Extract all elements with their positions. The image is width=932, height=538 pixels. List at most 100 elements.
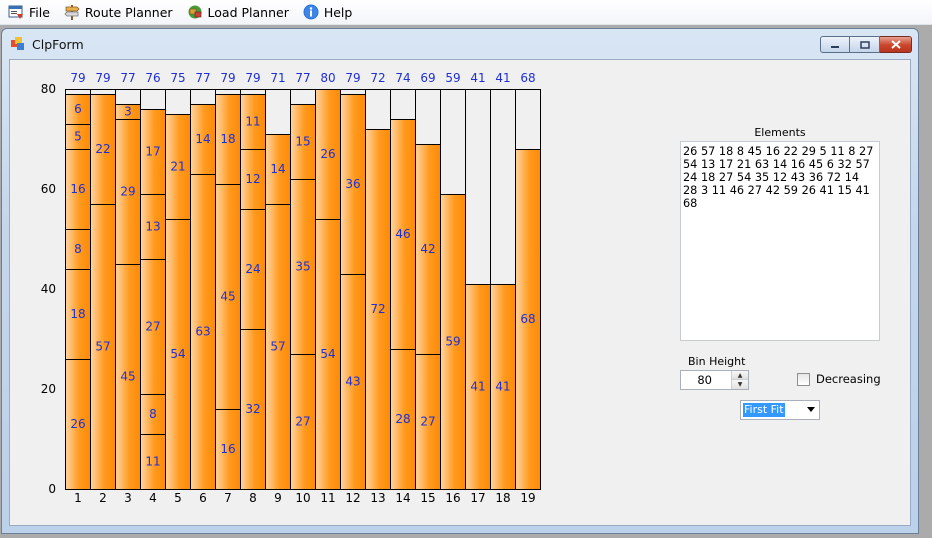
decreasing-label[interactable]: Decreasing [816,372,881,386]
bin-total-label: 79 [245,71,260,85]
bin-total-label: 41 [495,71,510,85]
bin-item-label: 11 [145,455,160,469]
bin-item-bar [340,94,366,275]
spin-up-button[interactable]: ▲ [732,371,748,380]
y-tick-label: 0 [48,482,56,496]
bin-height-spinner[interactable]: 80 ▲ ▼ [680,370,749,390]
bin-item-label: 46 [395,227,410,241]
bin-item-bar [240,149,266,210]
bin-total-label: 77 [120,71,135,85]
bin-item-bar [240,209,266,330]
bin-total-label: 71 [270,71,285,85]
bin-item-bar [290,104,316,180]
bin-item-label: 3 [124,105,132,119]
x-tick-label: 15 [420,491,435,505]
bin-item-label: 6 [74,102,82,116]
algorithm-select[interactable]: First Fit [740,400,820,420]
bin-item-label: 54 [170,347,185,361]
menu-label-file: File [29,4,50,20]
bin-total-label: 80 [320,71,335,85]
close-button[interactable] [880,36,912,53]
algorithm-selected-value: First Fit [743,403,785,417]
bin-item-label: 8 [74,242,82,256]
bin-item-label: 63 [195,325,210,339]
bin-total-label: 79 [95,71,110,85]
bin-item-label: 27 [295,415,310,429]
bin-item-bar [340,274,366,490]
spin-down-button[interactable]: ▼ [732,380,748,389]
bin-total-label: 75 [170,71,185,85]
bin-item-label: 68 [520,312,535,326]
x-tick-label: 6 [199,491,207,505]
x-tick-label: 11 [320,491,335,505]
menu-label-route-planner: Route Planner [84,4,173,20]
bin-item-bar [390,349,416,490]
load-planner-icon [187,4,203,20]
restore-icon [859,38,870,52]
elements-label: Elements [754,126,806,139]
menu-bar: File Route Planner Load Planner [0,0,932,25]
bin-item-label: 24 [245,262,260,276]
bin-item-label: 54 [320,347,335,361]
bin-total-label: 79 [345,71,360,85]
minimize-button[interactable] [820,36,850,53]
x-tick-label: 5 [174,491,182,505]
bin-item-label: 57 [95,340,110,354]
bin-item-label: 14 [270,162,285,176]
y-tick-label: 20 [41,382,56,396]
decreasing-checkbox[interactable] [797,373,810,386]
x-tick-label: 3 [124,491,132,505]
bin-total-label: 76 [145,71,160,85]
bin-item-bar [65,149,91,230]
menu-item-file[interactable]: File [0,0,56,24]
bin-item-label: 14 [195,132,210,146]
x-tick-label: 10 [295,491,310,505]
menu-label-help: Help [323,4,353,20]
bin-item-bar [315,89,341,220]
x-tick-label: 2 [99,491,107,505]
bin-item-bar [415,354,441,490]
bin-item-bar [190,174,216,490]
x-tick-label: 19 [520,491,535,505]
dropdown-arrow-icon[interactable] [807,407,815,412]
bin-item-bar [240,329,266,490]
bin-item-bar [365,129,391,490]
bin-item-label: 22 [95,142,110,156]
bin-item-label: 15 [295,135,310,149]
bin-item-label: 5 [74,130,82,144]
bin-item-label: 21 [170,160,185,174]
x-tick-label: 18 [495,491,510,505]
bin-item-bar [290,179,316,355]
bin-item-bar [390,119,416,350]
menu-item-help[interactable]: Help [295,0,359,24]
menu-item-load-planner[interactable]: Load Planner [179,0,295,24]
bin-total-label: 69 [420,71,435,85]
restore-button[interactable] [850,36,880,53]
window-buttons [820,36,912,53]
window-titlebar[interactable]: ClpForm [2,29,918,59]
bin-total-label: 74 [395,71,410,85]
menu-item-route-planner[interactable]: Route Planner [56,0,179,24]
x-tick-label: 16 [445,491,460,505]
bin-item-label: 57 [270,340,285,354]
bin-height-value[interactable]: 80 [697,373,712,387]
bin-total-label: 77 [195,71,210,85]
menu-label-load-planner: Load Planner [207,4,289,20]
triangle-down-icon: ▼ [737,381,743,388]
bin-item-bar [140,109,166,195]
y-tick-label: 60 [41,182,56,196]
bin-item-label: 28 [395,412,410,426]
bin-item-bar [240,94,266,150]
bin-total-label: 68 [520,71,535,85]
y-tick-label: 80 [41,82,56,96]
bin-item-label: 45 [120,370,135,384]
elements-textbox[interactable]: 26 57 18 8 45 16 22 29 5 11 8 27 54 13 1… [680,141,880,341]
bin-item-bar [215,184,241,410]
x-tick-label: 13 [370,491,385,505]
bin-total-label: 77 [295,71,310,85]
bin-item-bar [465,284,491,490]
bin-item-label: 13 [145,220,160,234]
bin-item-bar [215,409,241,490]
x-tick-label: 14 [395,491,410,505]
